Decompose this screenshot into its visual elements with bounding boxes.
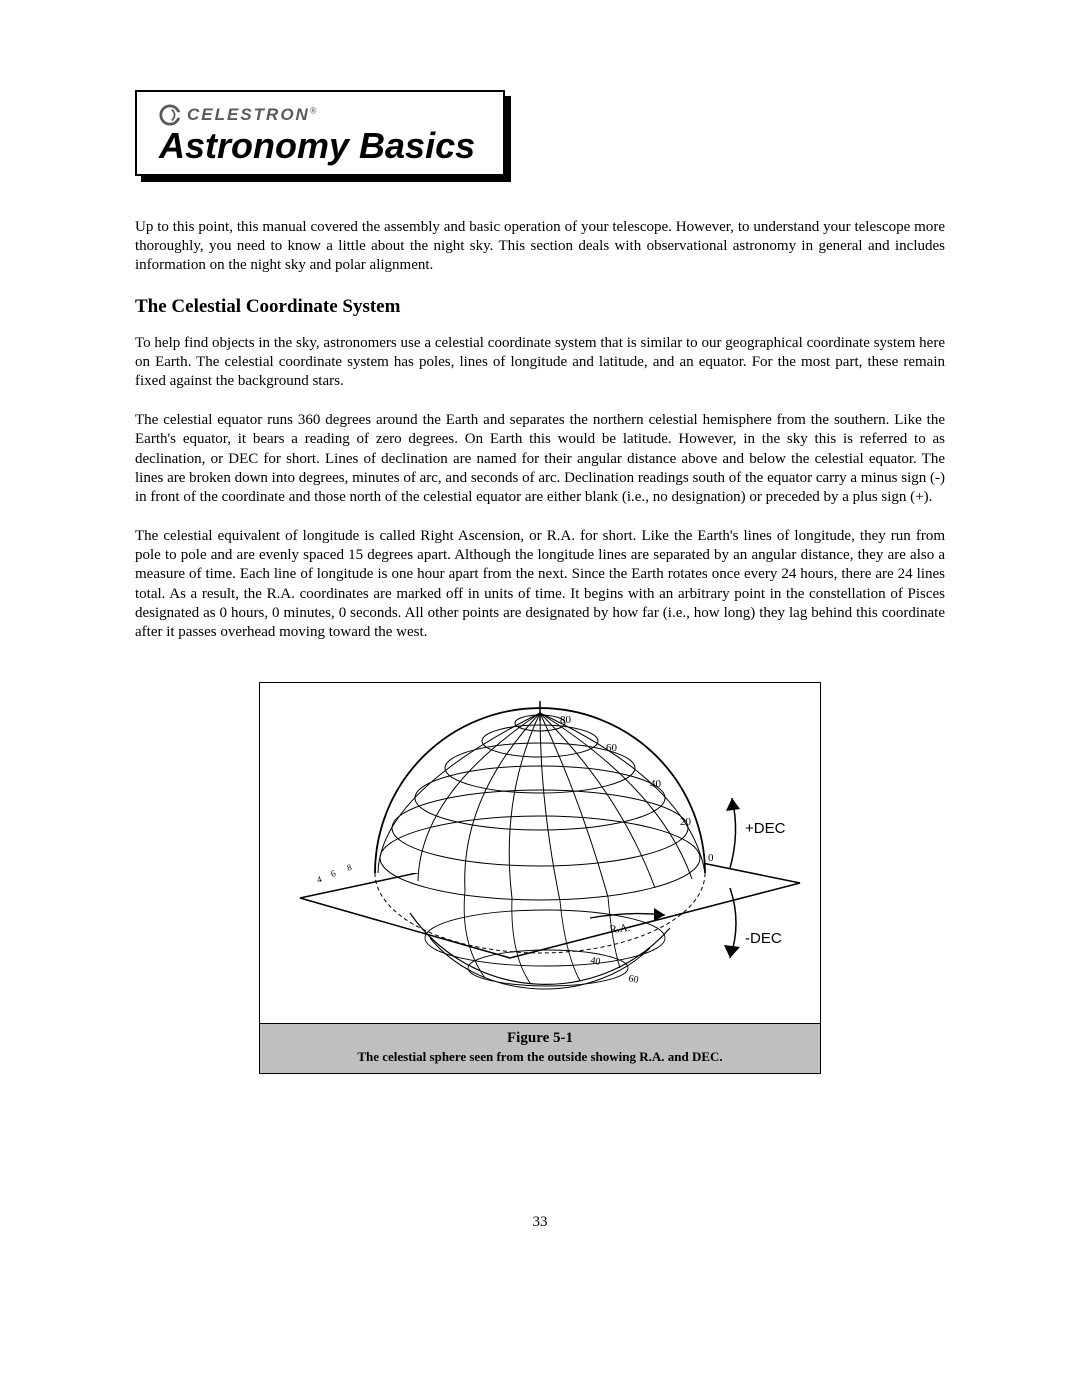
page-number: 33 [135,1214,945,1231]
plus-dec-label: +DEC [745,820,786,837]
section-heading: The Celestial Coordinate System [135,296,945,318]
svg-text:6: 6 [330,868,338,879]
chapter-title: Astronomy Basics [159,128,475,164]
sphere-svg-icon: 4 6 8 0 20 40 60 80 60 40 +DEC -DEC R.A. [260,683,820,1023]
brand-row: CELESTRON® [159,104,475,126]
celestial-sphere-diagram: 4 6 8 0 20 40 60 80 60 40 +DEC -DEC R.A. [260,683,820,1023]
body-paragraph: The celestial equator runs 360 degrees a… [135,411,945,507]
svg-text:4: 4 [316,874,324,885]
svg-text:40: 40 [589,955,601,968]
body-paragraph: The celestial equivalent of longitude is… [135,527,945,642]
label-60: 60 [606,742,618,754]
figure-text: The celestial sphere seen from the outsi… [268,1049,812,1065]
label-80: 80 [560,714,572,726]
label-40: 40 [650,778,662,790]
intro-paragraph: Up to this point, this manual covered th… [135,218,945,276]
body-paragraph: To help find objects in the sky, astrono… [135,334,945,392]
svg-text:R.A.: R.A. [609,922,631,936]
celestron-logo-icon [159,104,181,126]
title-banner: CELESTRON® Astronomy Basics [135,90,505,176]
figure-container: 4 6 8 0 20 40 60 80 60 40 +DEC -DEC R.A.… [259,682,821,1074]
figure-caption: Figure 5-1 The celestial sphere seen fro… [260,1023,820,1073]
document-page: CELESTRON® Astronomy Basics Up to this p… [0,0,1080,1281]
figure-number: Figure 5-1 [268,1030,812,1047]
minus-dec-label: -DEC [745,930,782,947]
label-0: 0 [708,852,714,864]
brand-name: CELESTRON® [187,105,316,125]
label-20: 20 [680,816,692,828]
svg-text:8: 8 [346,862,354,873]
svg-text:60: 60 [627,973,639,986]
